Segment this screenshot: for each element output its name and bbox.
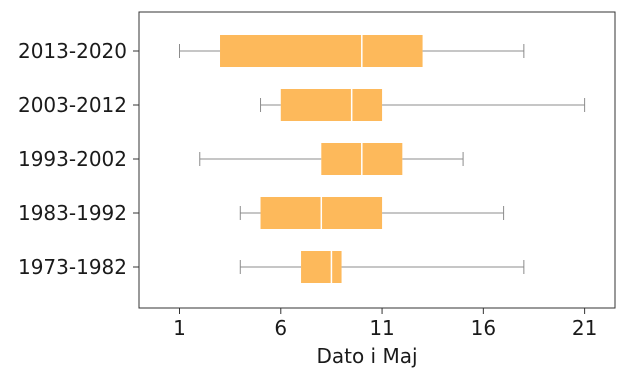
x-axis: 1 6 11 16 21 xyxy=(173,308,597,340)
box-2013-2020 xyxy=(179,35,525,67)
category-label: 1993-2002 xyxy=(18,147,127,171)
x-tick-label: 1 xyxy=(173,316,186,340)
plot-marks xyxy=(179,35,586,283)
category-label: 2003-2012 xyxy=(18,93,127,117)
iqr-box xyxy=(220,35,423,67)
iqr-box xyxy=(280,89,383,121)
category-label: 1983-1992 xyxy=(18,201,127,225)
y-axis: 2013-2020 2003-2012 1993-2002 1983-1992 1973… xyxy=(18,39,139,279)
x-tick-label: 16 xyxy=(471,316,496,340)
x-tick-label: 21 xyxy=(572,316,597,340)
iqr-box xyxy=(301,251,342,283)
x-axis-label: Dato i Maj xyxy=(316,344,417,368)
category-label: 1973-1982 xyxy=(18,255,127,279)
x-tick-label: 6 xyxy=(274,316,287,340)
box-1973-1982 xyxy=(239,251,525,283)
box-1993-2002 xyxy=(199,143,464,175)
box-2003-2012 xyxy=(260,89,586,121)
box-1983-1992 xyxy=(239,197,505,229)
x-tick-label: 11 xyxy=(369,316,394,340)
plot-frame xyxy=(138,11,616,309)
category-label: 2013-2020 xyxy=(18,39,127,63)
